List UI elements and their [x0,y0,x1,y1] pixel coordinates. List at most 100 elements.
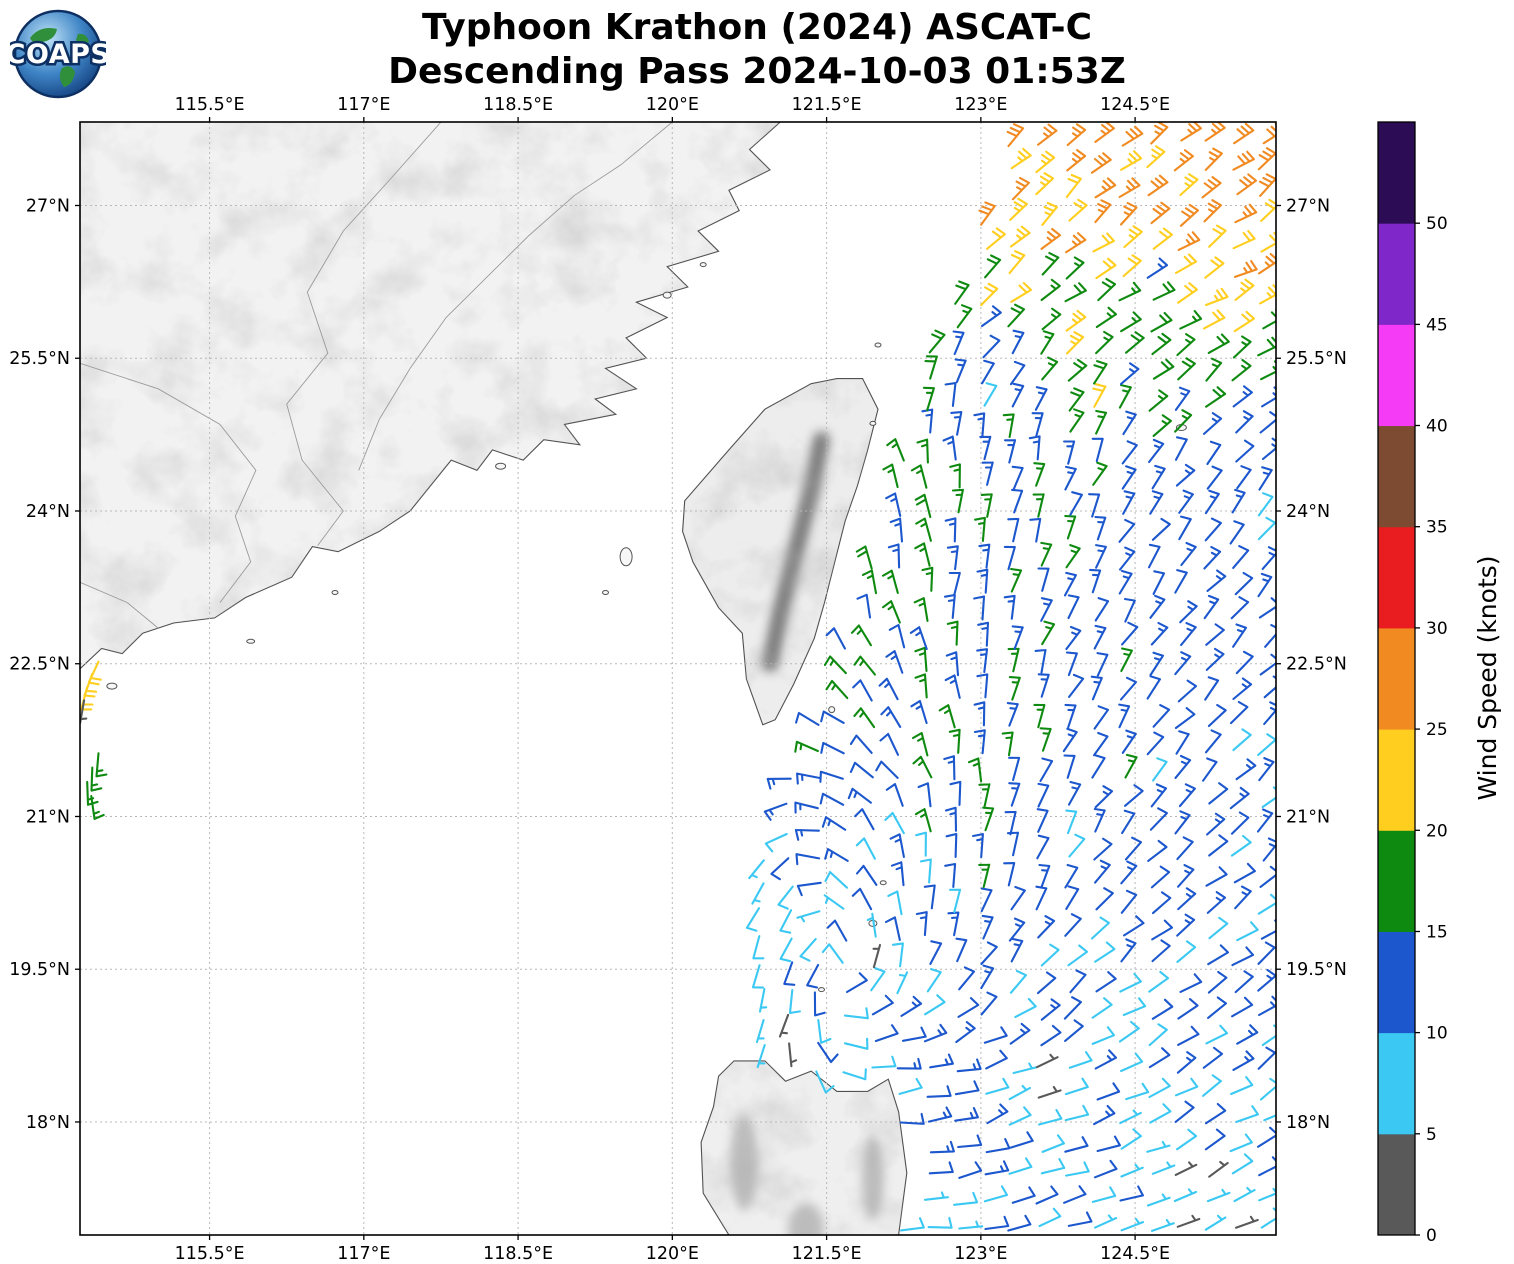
colorbar-tick-label: 50 [1426,214,1448,234]
wind-barb [1148,970,1170,993]
wind-barb [1008,917,1026,942]
wind-barb [1177,231,1201,251]
wind-barb [944,806,958,832]
wind-barb [1147,174,1169,197]
wind-barb [1037,567,1050,592]
wind-barb [1011,465,1024,491]
wind-barb [911,732,929,757]
wind-barb [1065,1161,1090,1177]
wind-barb [1088,493,1101,518]
wind-barb [1119,676,1138,701]
wind-barb [1174,754,1192,779]
wind-barb [1286,545,1302,566]
wind-barb [825,627,846,650]
wind-barb [1177,887,1197,911]
logo-continent-icon [76,33,89,45]
wind-barb [1035,885,1048,911]
lon-tick-label: 120°E [646,95,699,115]
wind-barb [1040,330,1055,355]
small-island [699,262,707,268]
wind-barb [1179,310,1203,330]
wind-barb [1004,810,1017,836]
wind-barb [853,707,876,729]
wind-barb [1230,834,1252,857]
wind-barb [967,757,983,783]
wind-barb [1151,998,1174,1020]
wind-barb [1038,863,1051,889]
wind-barb [914,493,932,519]
wind-barb [1003,439,1017,464]
wind-barb [923,884,936,910]
wind-barb [1119,972,1142,993]
wind-barb [982,806,995,832]
wind-barb [1257,1126,1276,1148]
wind-barb [1147,839,1168,862]
wind-barb [843,1007,869,1020]
wind-barb [1235,439,1255,463]
wind-barb [1151,891,1172,915]
wind-barb [1009,969,1027,994]
wind-barb [871,994,894,1016]
wind-barb [1233,122,1255,145]
wind-barb [956,304,973,329]
wind-barb [943,755,956,781]
wind-barb [976,673,989,699]
wind-barb [1257,147,1276,171]
wind-barb [955,1021,976,1044]
wind-barb [1175,463,1196,487]
wind-barb [976,648,989,674]
wind-barb [1257,893,1276,915]
wind-barb [1258,173,1276,197]
wind-barb [944,517,957,543]
lon-tick-label: 121.5°E [792,95,862,115]
wind-barb [875,760,899,779]
wind-barb [1232,677,1253,701]
lat-tick-label: 19.5°N [9,960,70,980]
wind-barb [1064,282,1087,303]
wind-barb [1202,757,1218,782]
wind-barb [1261,437,1276,461]
wind-barb [1006,123,1025,148]
wind-barb [978,783,991,808]
wind-barb [1206,891,1227,914]
wind-barb [1256,808,1274,833]
wind-barb [1232,1050,1255,1071]
wind-barb [1261,386,1276,408]
small-island [662,291,672,299]
small-island [106,682,118,690]
wind-barb [1008,756,1021,782]
wind-barb [874,1024,899,1043]
wind-barb [1236,921,1259,942]
wind-barb [980,964,995,990]
wind-barb [973,412,986,438]
wind-barb [1093,807,1106,833]
wind-barb [973,729,986,755]
wind-barb [1121,729,1137,754]
wind-barb [1263,675,1276,699]
wind-barb [1067,944,1089,967]
wind-barb [1007,303,1026,328]
wind-barb [1152,704,1171,728]
wind-barb [900,995,923,1017]
wind-barb [1263,1114,1276,1122]
wind-barb [795,853,821,866]
wind-barb [1068,673,1085,698]
wind-barb [981,359,995,385]
wind-barb [1092,232,1115,253]
wind-barb [1007,517,1020,543]
wind-barb [1235,410,1254,434]
wind-barb [1289,128,1309,146]
wind-barb [1174,810,1191,835]
wind-barb [1040,1158,1066,1175]
wind-barb [1151,464,1166,490]
wind-barb [1179,173,1199,197]
wind-barb [1003,862,1016,887]
wind-barb [1258,252,1276,275]
wind-barb [1069,408,1085,433]
province-border [80,362,257,603]
colorbar-band [1378,830,1415,932]
wind-barb [1207,944,1230,966]
wind-barb [878,677,899,701]
lat-tick-label: 22.5°N [9,655,70,675]
wind-barb [1120,647,1133,673]
